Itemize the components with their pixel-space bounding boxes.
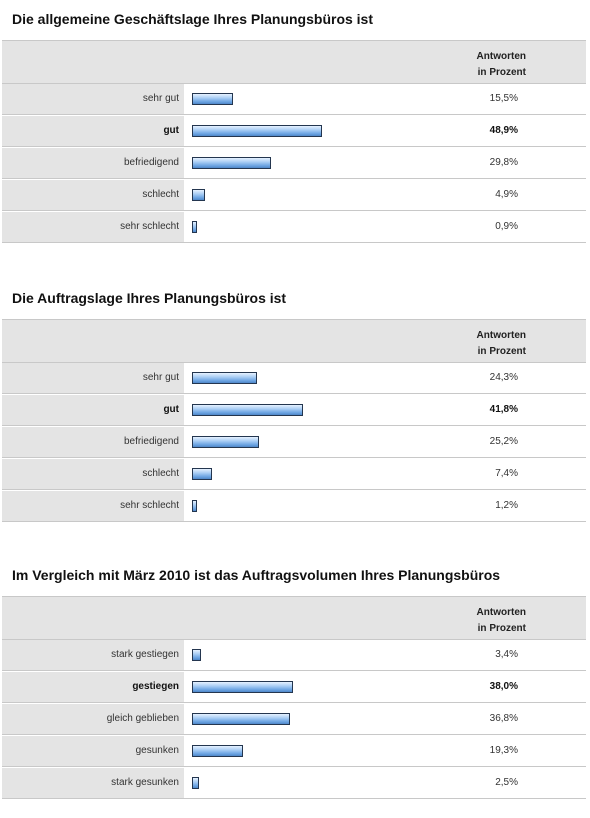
value-label: 0,9% [495, 221, 518, 232]
row-divider [2, 210, 586, 211]
value-label: 38,0% [489, 681, 518, 692]
bar-cell [184, 736, 586, 766]
bar [192, 125, 322, 137]
bar-cell [184, 640, 586, 670]
value-label: 41,8% [489, 404, 518, 415]
category-label: befriedigend [2, 148, 184, 178]
row-divider [2, 670, 586, 671]
column-header-line2: in Prozent [477, 346, 526, 357]
table-row: gleich geblieben 36,8% [2, 704, 586, 735]
bar [192, 436, 259, 448]
category-label: gut [2, 395, 184, 425]
bar-cell [184, 84, 586, 114]
bar [192, 777, 199, 789]
bar-cell [184, 180, 586, 210]
table-header: Antworten in Prozent [2, 319, 586, 363]
category-label: sehr schlecht [2, 212, 184, 242]
table-row: sehr gut 24,3% [2, 363, 586, 394]
column-header-line1: Antworten [476, 51, 526, 62]
table-row: stark gesunken 2,5% [2, 768, 586, 799]
bar-cell [184, 768, 586, 798]
category-label: sehr schlecht [2, 491, 184, 521]
bar [192, 713, 290, 725]
column-header-line1: Antworten [476, 330, 526, 341]
bar-cell [184, 491, 586, 521]
table-row: gut 48,9% [2, 116, 586, 147]
row-divider [2, 734, 586, 735]
table-row: schlecht 7,4% [2, 459, 586, 490]
bar-cell [184, 459, 586, 489]
value-label: 48,9% [489, 125, 518, 136]
row-divider [2, 702, 586, 703]
row-divider [2, 425, 586, 426]
bar [192, 221, 197, 233]
bar-cell [184, 212, 586, 242]
row-divider [2, 114, 586, 115]
category-label: gestiegen [2, 672, 184, 702]
category-label: schlecht [2, 459, 184, 489]
category-label: gut [2, 116, 184, 146]
row-divider [2, 457, 586, 458]
value-label: 7,4% [495, 468, 518, 479]
bar [192, 681, 293, 693]
table-row: sehr gut 15,5% [2, 84, 586, 115]
table-row: stark gestiegen 3,4% [2, 640, 586, 671]
bar [192, 468, 212, 480]
value-label: 19,3% [489, 745, 518, 756]
column-header-line1: Antworten [476, 607, 526, 618]
chart-title: Im Vergleich mit März 2010 ist das Auftr… [12, 567, 501, 583]
table-row: schlecht 4,9% [2, 180, 586, 211]
chart-title: Die Auftragslage Ihres Planungsbüros ist [12, 290, 287, 306]
bar [192, 500, 197, 512]
value-label: 25,2% [489, 436, 518, 447]
chart-title: Die allgemeine Geschäftslage Ihres Planu… [12, 11, 374, 27]
value-label: 15,5% [489, 93, 518, 104]
table-row: sehr schlecht 0,9% [2, 212, 586, 243]
column-header-answers: Antworten in Prozent [464, 49, 526, 81]
bar [192, 157, 271, 169]
row-divider [2, 521, 586, 522]
category-label: stark gesunken [2, 768, 184, 798]
row-divider [2, 489, 586, 490]
bar [192, 189, 205, 201]
bar [192, 372, 257, 384]
column-header-answers: Antworten in Prozent [464, 605, 526, 637]
row-divider [2, 798, 586, 799]
row-divider [2, 178, 586, 179]
table-row: gut 41,8% [2, 395, 586, 426]
category-label: stark gestiegen [2, 640, 184, 670]
value-label: 29,8% [489, 157, 518, 168]
value-label: 3,4% [495, 649, 518, 660]
table-header: Antworten in Prozent [2, 596, 586, 640]
category-label: befriedigend [2, 427, 184, 457]
category-label: sehr gut [2, 363, 184, 393]
bar [192, 745, 243, 757]
value-label: 24,3% [489, 372, 518, 383]
row-divider [2, 146, 586, 147]
category-label: sehr gut [2, 84, 184, 114]
table-row: befriedigend 29,8% [2, 148, 586, 179]
value-label: 36,8% [489, 713, 518, 724]
value-label: 4,9% [495, 189, 518, 200]
bar [192, 404, 303, 416]
value-label: 1,2% [495, 500, 518, 511]
bar [192, 649, 201, 661]
bar [192, 93, 233, 105]
row-divider [2, 766, 586, 767]
value-label: 2,5% [495, 777, 518, 788]
column-header-line2: in Prozent [477, 623, 526, 634]
table-row: gestiegen 38,0% [2, 672, 586, 703]
category-label: gleich geblieben [2, 704, 184, 734]
row-divider [2, 393, 586, 394]
table-row: gesunken 19,3% [2, 736, 586, 767]
column-header-answers: Antworten in Prozent [464, 328, 526, 360]
table-row: sehr schlecht 1,2% [2, 491, 586, 522]
table-header: Antworten in Prozent [2, 40, 586, 84]
row-divider [2, 242, 586, 243]
table-row: befriedigend 25,2% [2, 427, 586, 458]
column-header-line2: in Prozent [477, 67, 526, 78]
category-label: schlecht [2, 180, 184, 210]
category-label: gesunken [2, 736, 184, 766]
